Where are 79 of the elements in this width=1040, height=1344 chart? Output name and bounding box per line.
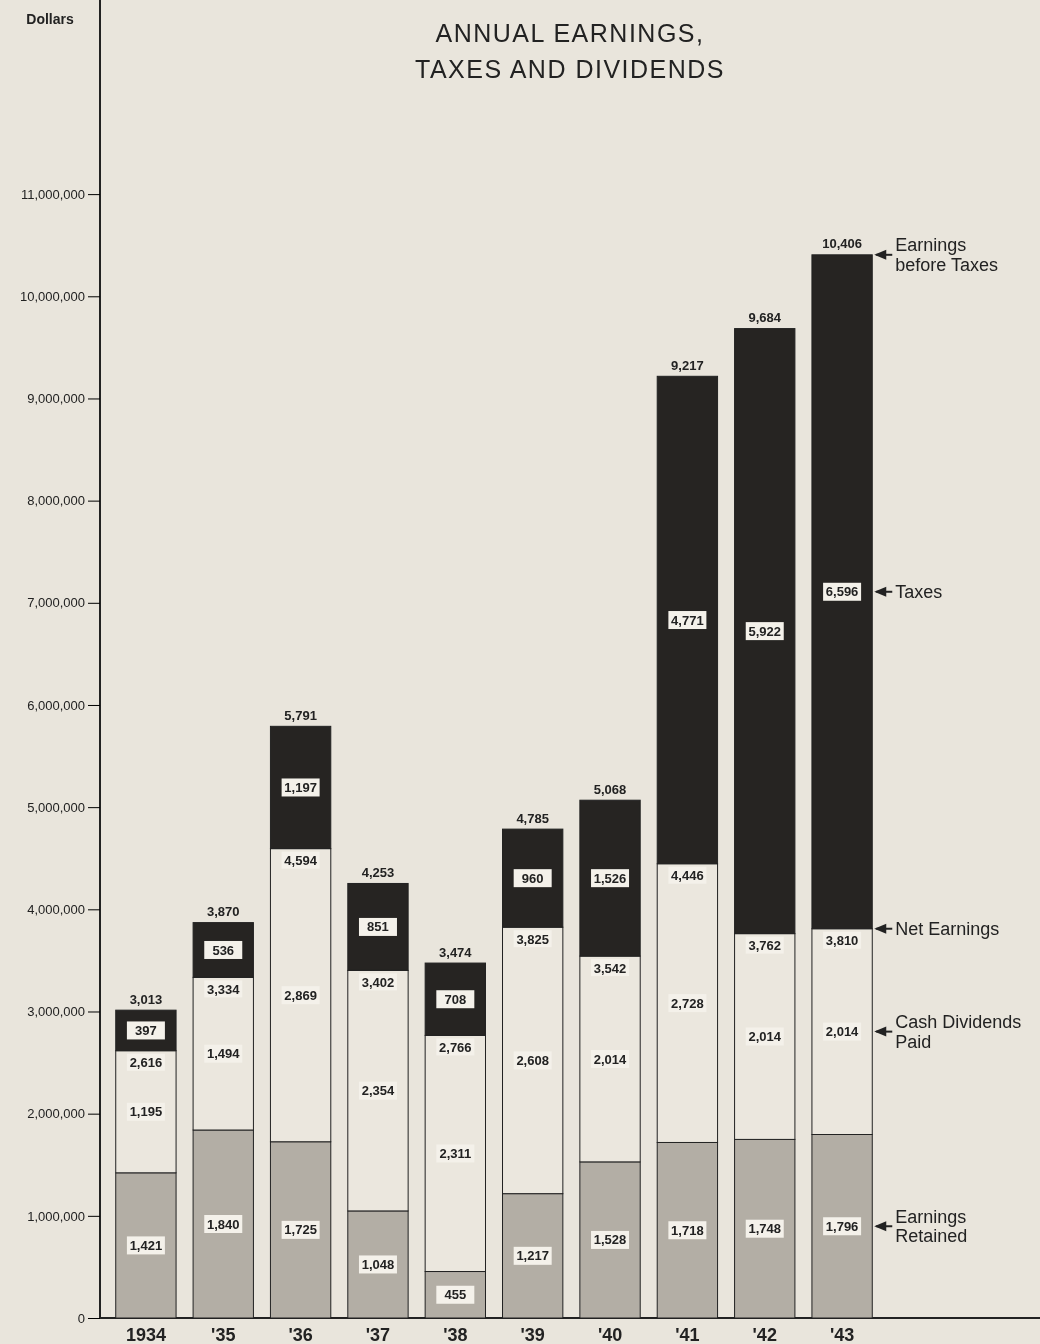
annotation: 1,217 <box>516 1248 549 1264</box>
annotation: 3,402 <box>361 974 395 990</box>
annotation: 1,421 <box>129 1237 163 1253</box>
x-tick-label: '43 <box>829 1324 855 1344</box>
y-tick-label: 9,000,000 <box>27 391 85 407</box>
annotation: 5,791 <box>284 707 317 723</box>
annotation: 1,197 <box>284 780 317 796</box>
legend-label: Cash Dividends Paid <box>895 1011 1022 1052</box>
annotation: 2,311 <box>439 1146 472 1161</box>
annotation: 2,014 <box>593 1051 628 1067</box>
annotation: 536 <box>212 942 235 958</box>
annotation: 708 <box>444 991 467 1007</box>
annotation: 4,594 <box>284 853 318 869</box>
annotation: 2,869 <box>284 987 317 1003</box>
legend-label: Taxes <box>895 582 943 603</box>
y-axis-title: Dollars <box>26 11 74 27</box>
annotation: 1,748 <box>748 1221 782 1237</box>
x-tick-label: '40 <box>597 1324 623 1344</box>
y-tick-label: 1,000,000 <box>27 1208 85 1224</box>
y-tick-label: 5,000,000 <box>27 799 85 815</box>
annotation: 1,796 <box>825 1218 859 1234</box>
y-tick-label: 10,000,000 <box>19 288 85 304</box>
annotation: 2,354 <box>361 1083 395 1099</box>
annotation: 1,718 <box>671 1222 704 1238</box>
annotation: 1,048 <box>361 1257 395 1273</box>
annotation: 2,014 <box>748 1029 782 1045</box>
x-tick-label: '36 <box>288 1324 313 1344</box>
y-tick-label: 2,000,000 <box>27 1106 85 1122</box>
annotation: 1,725 <box>284 1222 317 1238</box>
annotation: 3,013 <box>129 991 163 1007</box>
annotation: 455 <box>444 1287 467 1303</box>
annotation: 1,840 <box>206 1216 240 1232</box>
y-tick-label: 8,000,000 <box>27 493 85 509</box>
annotation: 3,762 <box>748 938 782 954</box>
annotation: 4,253 <box>361 865 395 881</box>
annotation: Earnings before Taxes <box>895 235 999 275</box>
annotation: 3,870 <box>206 904 240 920</box>
annotation: 6,596 <box>825 584 859 600</box>
annotation: 2,766 <box>439 1039 472 1055</box>
x-tick-label: '37 <box>365 1324 391 1344</box>
x-tick-label: '42 <box>752 1324 777 1344</box>
annotation: 4,446 <box>671 868 704 884</box>
x-tick-label: '38 <box>443 1324 468 1344</box>
annotation: 1,528 <box>593 1232 627 1248</box>
annotation: 397 <box>135 1022 157 1038</box>
annotation: 2,616 <box>129 1055 163 1071</box>
annotation: 1,526 <box>593 870 627 886</box>
annotation: 851 <box>367 919 389 935</box>
annotation: 3,810 <box>825 933 859 949</box>
annotation: 4,785 <box>516 810 549 826</box>
legend-label: Earnings Retained <box>895 1206 968 1247</box>
y-tick-label: 7,000,000 <box>27 595 85 611</box>
annotation: 3,825 <box>516 931 549 947</box>
x-tick-label: '39 <box>520 1324 545 1344</box>
annotation: 3,334 <box>206 981 241 997</box>
x-tick-label: '35 <box>211 1324 236 1344</box>
annotation: 5,922 <box>748 623 782 639</box>
annotation: 5,068 <box>593 781 627 797</box>
annotation: 2,014 <box>825 1024 860 1040</box>
annotation: 9,217 <box>671 357 704 373</box>
annotation: 960 <box>521 870 544 886</box>
annotation: 2,728 <box>671 995 704 1011</box>
annotation: 2,608 <box>516 1052 549 1068</box>
annotation: 10,406 <box>822 236 862 252</box>
text: ANNUAL EARNINGS, TAXES AND DIVIDENDS <box>414 19 726 83</box>
x-tick-label: 1934 <box>125 1324 166 1344</box>
x-tick-label: '41 <box>675 1324 700 1344</box>
y-tick-label: 11,000,000 <box>20 186 85 202</box>
annotation: Net Earnings <box>895 919 1000 940</box>
y-tick-label: 3,000,000 <box>27 1004 85 1020</box>
annotation: 1,494 <box>206 1046 241 1062</box>
y-tick-label: 6,000,000 <box>27 697 85 713</box>
annotation: 3,542 <box>593 960 627 976</box>
y-tick-label: 4,000,000 <box>27 901 85 917</box>
annotation: 1,195 <box>129 1104 163 1120</box>
annotation: 4,771 <box>671 612 704 628</box>
annotation: 3,474 <box>439 944 473 960</box>
y-tick-label: 0 <box>77 1310 85 1326</box>
annotation: 9,684 <box>748 310 782 326</box>
